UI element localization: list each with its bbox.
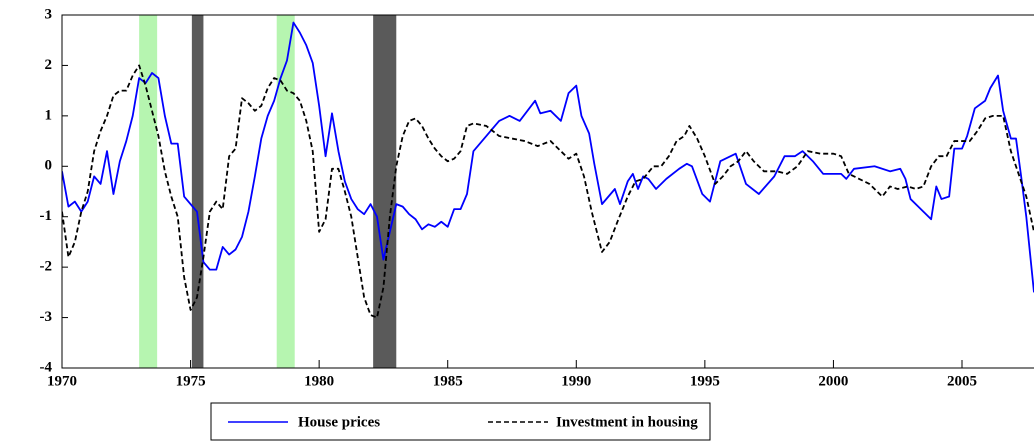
y-tick-label: 3 [45, 6, 53, 22]
x-tick-label: 1985 [433, 373, 463, 389]
plot-frame [61, 14, 1034, 369]
legend: House prices Investment in housing [210, 402, 711, 441]
shaded-periods [139, 15, 397, 368]
y-tick-label: 1 [45, 107, 53, 123]
y-tick-label: -1 [40, 208, 53, 224]
shaded-period [276, 15, 295, 368]
x-tick-label: 1990 [561, 373, 591, 389]
x-tick-label: 1975 [176, 373, 206, 389]
shaded-period [191, 15, 204, 368]
series-lines [62, 21, 1034, 319]
y-tick-label: -3 [40, 309, 53, 325]
shaded-period [373, 15, 397, 368]
y-tick-label: 2 [45, 57, 53, 73]
y-tick-label: 0 [45, 158, 53, 174]
x-tick-label: 2005 [947, 373, 977, 389]
x-tick-label: 1970 [47, 373, 77, 389]
series-line [62, 64, 1034, 319]
axes: -4 -3 -2 -1 0 1 2 3 1970 1975 1980 1985 1990 1995 2000… [40, 6, 978, 389]
x-tick-label: 1980 [304, 373, 334, 389]
legend-label: House prices [298, 414, 380, 430]
legend-label: Investment in housing [556, 414, 698, 430]
series-line [62, 21, 1034, 293]
y-tick-label: -2 [40, 259, 53, 275]
y-tick-label: -4 [40, 359, 53, 375]
x-tick-label: 1995 [690, 373, 720, 389]
legend-box [210, 402, 711, 441]
x-tick-label: 2000 [818, 373, 848, 389]
shaded-period [139, 15, 158, 368]
